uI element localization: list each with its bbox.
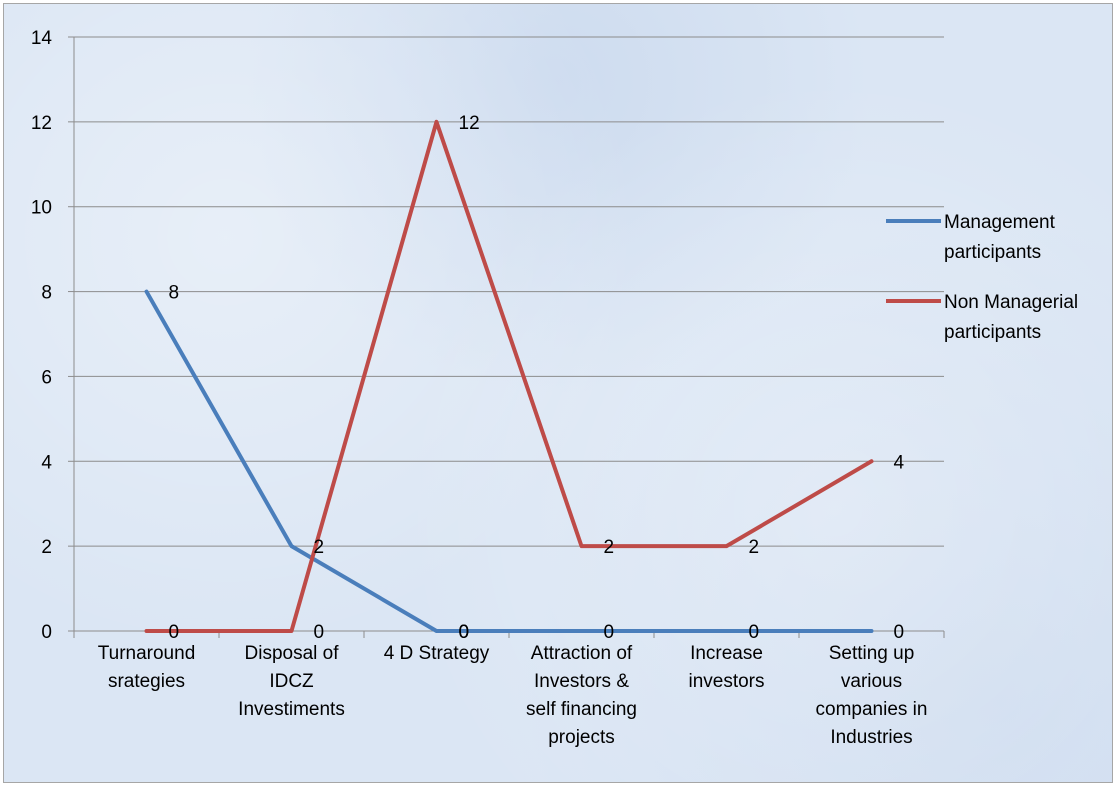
line-chart: 0 2 4 6 8 10 12 14 Turnaround srategies Disposal o… [31, 28, 1078, 748]
y-tick-label-4: 4 [41, 452, 52, 473]
data-label-extra-2: 0 [459, 622, 470, 643]
x-tick-label-0: Turnaround srategies [98, 643, 196, 692]
chart-frame: 0 2 4 6 8 10 12 14 Turnaround srategies Disposal o… [3, 3, 1113, 783]
data-label-s0-0: 8 [169, 283, 180, 304]
data-label-s1-4: 2 [749, 537, 760, 558]
data-label-s0-3: 0 [604, 622, 615, 643]
data-label-s1-5: 4 [894, 452, 905, 473]
x-tick-label-2: 4 D Strategy [384, 643, 490, 664]
y-tick-label-14: 14 [31, 28, 53, 49]
y-tick-label-2: 2 [41, 537, 52, 558]
data-label-s1-3: 2 [604, 537, 615, 558]
data-label-s1-1: 0 [314, 622, 325, 643]
data-label-extra-0: 2 [314, 537, 325, 558]
x-tick-label-4: Increase investors [688, 643, 764, 692]
x-tick-label-5: Setting up various companies in Industries [816, 643, 928, 748]
legend-label-0: Management participants [944, 212, 1056, 263]
legend-label-1: Non Managerial participants [944, 292, 1078, 343]
y-tick-label-10: 10 [31, 198, 52, 219]
y-tick-label-8: 8 [41, 283, 52, 304]
y-tick-label-12: 12 [31, 113, 52, 134]
y-tick-label-0: 0 [41, 622, 52, 643]
x-tick-label-1: Disposal of IDCZ Investiments [238, 643, 345, 720]
series-line-0 [144, 289, 874, 633]
data-label-extra-1: 12 [459, 113, 480, 134]
y-tick-label-6: 6 [41, 367, 52, 388]
series-line-1 [144, 119, 874, 633]
data-label-s1-0: 0 [169, 622, 180, 643]
x-tick-label-3: Attraction of Investors & self financing pr… [526, 643, 637, 748]
data-label-s0-4: 0 [749, 622, 760, 643]
data-label-s0-2: 0 [459, 622, 470, 643]
data-label-s0-5: 0 [894, 622, 905, 643]
